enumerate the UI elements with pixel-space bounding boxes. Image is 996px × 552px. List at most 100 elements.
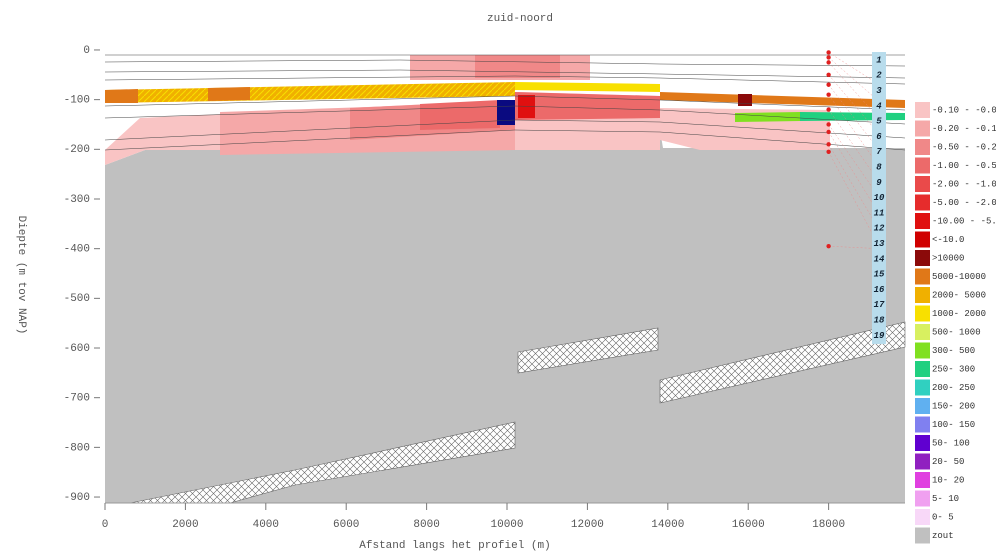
marks xyxy=(826,50,873,249)
layer-label: 13 xyxy=(874,239,885,249)
layer-label: 3 xyxy=(876,86,882,96)
legend-label: -10.00 - -5.00 xyxy=(932,216,996,226)
x-tick-label: 4000 xyxy=(253,519,279,531)
y-tick-label: -200 xyxy=(64,144,90,156)
layer-label: 2 xyxy=(876,71,882,81)
x-tick-label: 10000 xyxy=(491,519,524,531)
legend-label: 200- 250 xyxy=(932,383,975,393)
connector xyxy=(828,57,873,96)
connector xyxy=(828,124,873,188)
layer-label: 17 xyxy=(874,300,885,310)
legend-label: -0.50 - -0.20 xyxy=(932,142,996,152)
zone xyxy=(735,112,800,122)
borehole xyxy=(872,52,886,344)
legend-label: zout xyxy=(932,531,954,541)
legend-swatch xyxy=(915,120,930,137)
layer-label: 12 xyxy=(874,224,885,234)
legend-label: 10- 20 xyxy=(932,475,964,485)
zone xyxy=(515,82,660,92)
legend-label: 500- 1000 xyxy=(932,327,981,337)
legend-label: 20- 50 xyxy=(932,457,964,467)
zone xyxy=(660,92,905,108)
layer-label: 15 xyxy=(874,270,885,280)
layer-label: 9 xyxy=(876,178,882,188)
legend-swatch xyxy=(915,379,930,396)
legend-swatch xyxy=(915,139,930,155)
point xyxy=(826,72,831,78)
legend-swatch xyxy=(915,416,930,433)
layer-label: 6 xyxy=(876,132,882,142)
point xyxy=(826,142,831,147)
legend-swatch xyxy=(915,342,930,359)
y-tick-label: -900 xyxy=(64,492,90,504)
legend-label: 2000- 5000 xyxy=(932,290,986,300)
y-tick-label: 0 xyxy=(83,45,90,57)
legend-swatch xyxy=(915,268,930,285)
point xyxy=(826,129,831,135)
x-tick-label: 6000 xyxy=(333,519,359,531)
x-tick-label: 14000 xyxy=(651,519,684,531)
legend-label: 100- 150 xyxy=(932,420,975,430)
legend-swatch xyxy=(915,435,930,451)
connector xyxy=(828,131,873,203)
y-tick-label: -300 xyxy=(64,194,90,206)
layer-label: 18 xyxy=(874,315,885,325)
legend-label: 250- 300 xyxy=(932,364,975,374)
layer-label: 10 xyxy=(874,193,885,203)
legend-swatch xyxy=(915,509,930,525)
legend-label: 50- 100 xyxy=(932,438,970,448)
connector xyxy=(828,94,873,157)
layer-label: 11 xyxy=(874,208,885,218)
zone xyxy=(800,112,905,121)
point xyxy=(826,92,831,97)
connector xyxy=(828,52,873,81)
layer-label: 8 xyxy=(876,162,882,172)
legend-label: 300- 500 xyxy=(932,346,975,356)
x-axis-label: Afstand langs het profiel (m) xyxy=(359,540,550,552)
layer-lines xyxy=(104,54,906,151)
layer-label: 14 xyxy=(874,254,885,264)
x-tick-label: 12000 xyxy=(571,519,604,531)
legend-label: -1.00 - -0.50 xyxy=(932,161,996,171)
legend-swatch xyxy=(915,361,930,377)
legend-swatch xyxy=(915,472,930,488)
connector xyxy=(828,74,873,127)
legend-label: -0.10 - -0.05 xyxy=(932,105,996,115)
legend-label: >10000 xyxy=(932,253,964,263)
connector xyxy=(828,245,873,249)
point xyxy=(826,60,831,65)
legend-label: -5.00 - -2.00 xyxy=(932,198,996,208)
layer-label: 7 xyxy=(876,147,882,157)
legend-swatch xyxy=(915,305,930,322)
connector xyxy=(828,151,873,234)
legend-swatch xyxy=(915,213,930,229)
y-tick-label: -500 xyxy=(64,293,90,305)
legend-swatch xyxy=(915,490,930,507)
legend-swatch xyxy=(915,231,930,248)
legend-label: 1000- 2000 xyxy=(932,309,986,319)
legend-swatch xyxy=(915,527,930,544)
point xyxy=(826,50,831,55)
zone xyxy=(497,100,515,125)
point xyxy=(826,107,831,112)
legend-swatch xyxy=(915,324,930,340)
legend-swatch xyxy=(915,194,930,211)
layer-label: 5 xyxy=(876,117,882,127)
legend-swatch xyxy=(915,453,930,470)
x-tick-label: 18000 xyxy=(812,519,845,531)
y-tick-label: -400 xyxy=(64,244,90,256)
legend-label: 5000-10000 xyxy=(932,272,986,282)
connector xyxy=(828,62,873,111)
point xyxy=(826,149,831,155)
y-tick-label: -700 xyxy=(64,393,90,405)
zone xyxy=(208,87,250,101)
legend-label: -0.20 - -0.10 xyxy=(932,124,996,134)
x-tick-label: 0 xyxy=(102,519,109,531)
legend-swatch xyxy=(915,176,930,192)
zone xyxy=(738,94,752,106)
zone xyxy=(515,92,660,120)
salt xyxy=(659,321,906,404)
x-tick-label: 8000 xyxy=(413,519,439,531)
point xyxy=(826,243,831,249)
